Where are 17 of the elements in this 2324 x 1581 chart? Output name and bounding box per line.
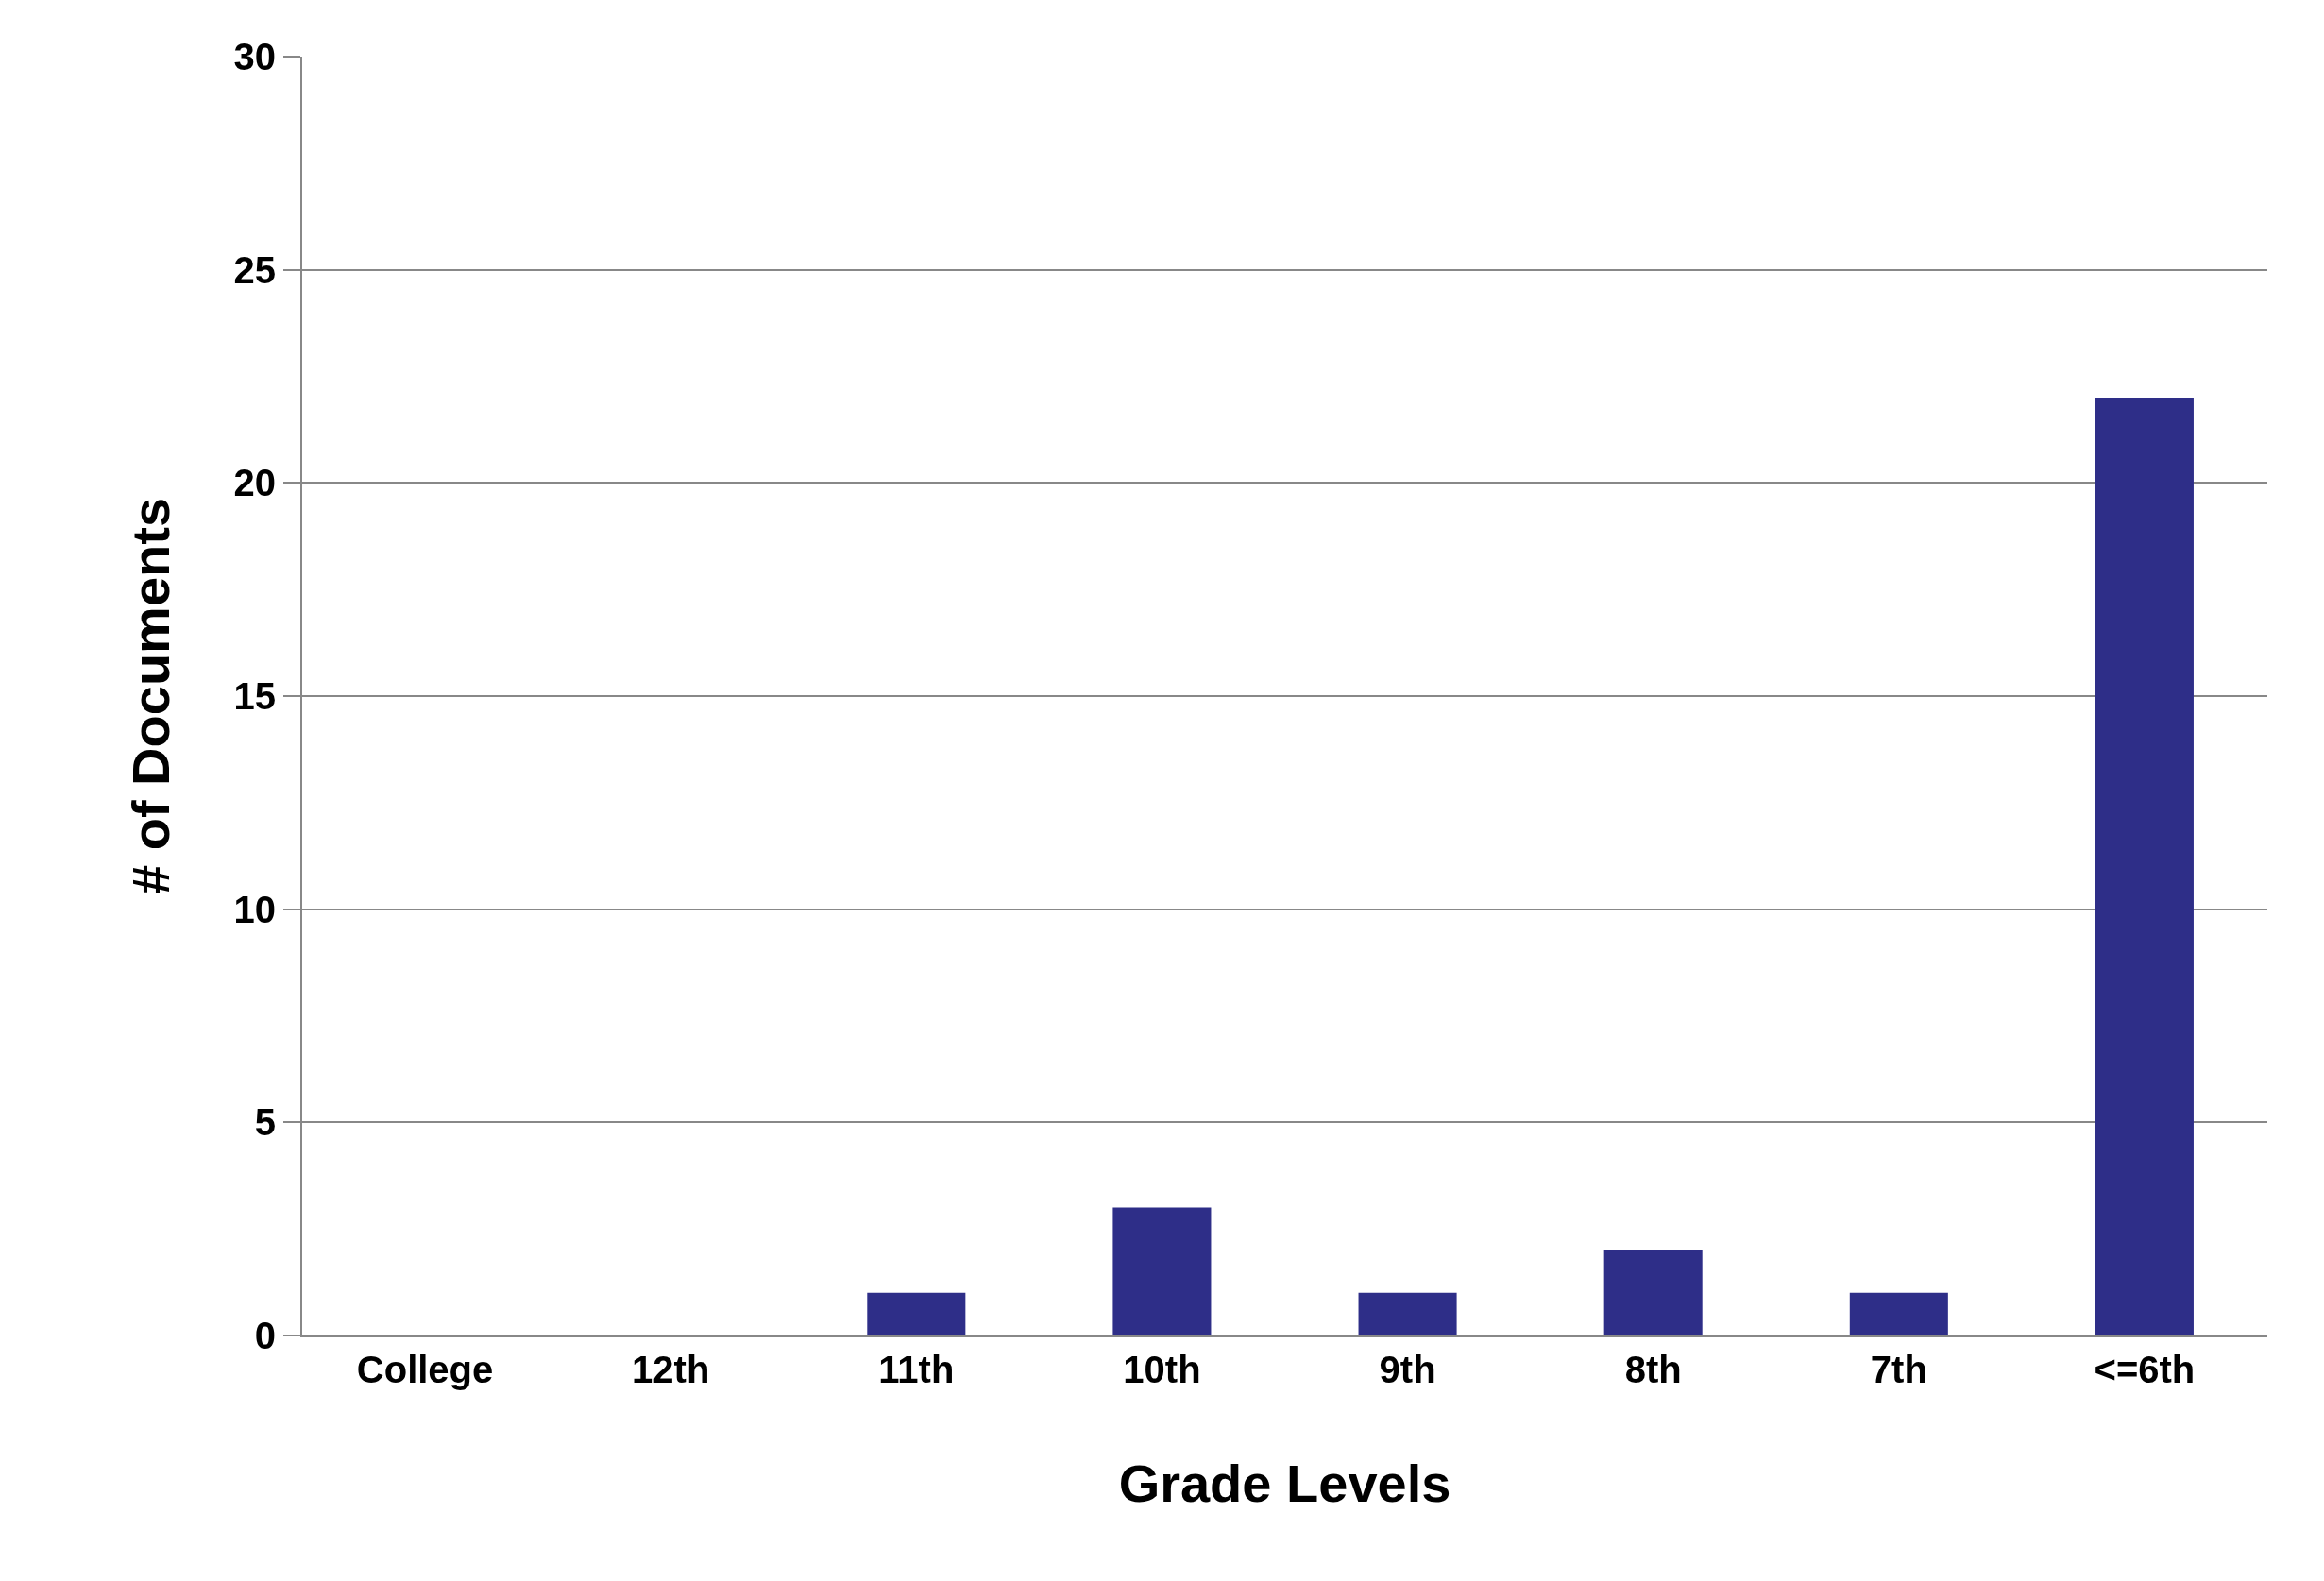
y-tick-label: 15 [233, 675, 276, 717]
y-tick-label: 20 [233, 462, 276, 504]
y-axis-title: # of Documents [120, 497, 180, 895]
y-tick-label: 5 [254, 1101, 276, 1144]
y-tick-label: 0 [254, 1315, 276, 1356]
x-tick-label: 11th [878, 1349, 955, 1390]
x-tick-label: 7th [1870, 1349, 1927, 1390]
x-tick-label: 9th [1379, 1349, 1436, 1390]
y-tick-label: 25 [233, 248, 276, 291]
x-axis-title: Grade Levels [1118, 1454, 1451, 1514]
x-tick-label: 12th [632, 1349, 710, 1390]
x-tick-label: 8th [1624, 1349, 1682, 1390]
x-tick-label: <=6th [2094, 1349, 2196, 1390]
y-tick-label: 10 [233, 888, 276, 930]
y-tick-label: 30 [233, 36, 276, 77]
x-tick-label: 10th [1123, 1349, 1201, 1390]
x-tick-label: College [356, 1349, 494, 1390]
